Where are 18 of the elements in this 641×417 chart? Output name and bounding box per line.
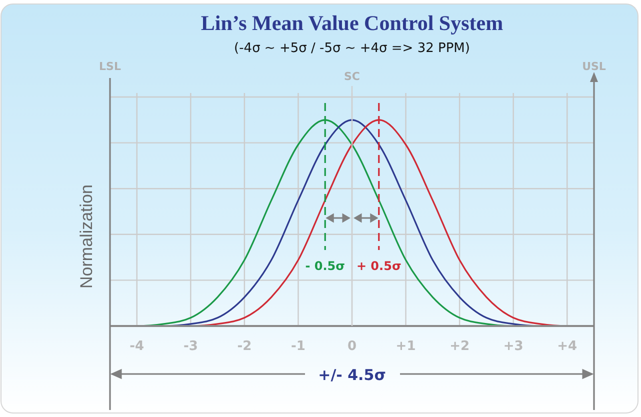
chart-subtitle: (-4σ ~ +5σ / -5σ ~ +4σ => 32 PPM) <box>234 41 470 56</box>
x-tick-label: 0 <box>347 339 357 354</box>
x-tick-label: -4 <box>130 339 144 354</box>
text: +/- 4.5σ <box>318 366 386 384</box>
ref-line-label: SC <box>344 70 360 83</box>
y-axis-title: Normalization <box>77 184 96 288</box>
x-tick-label: -3 <box>183 339 198 354</box>
x-tick-label: +4 <box>557 339 578 354</box>
x-tick-label: -2 <box>237 339 252 354</box>
ref-line-label: LSL <box>99 60 121 73</box>
x-tick-label: +2 <box>450 339 470 354</box>
ref-line-label: + 0.5σ <box>356 259 402 273</box>
ref-line-label: - 0.5σ <box>305 259 345 273</box>
x-tick-label: +1 <box>396 339 416 354</box>
ref-line-label: USL <box>582 60 606 73</box>
chart-title: Lin’s Mean Value Control System <box>200 11 504 35</box>
x-tick-label: -1 <box>290 339 306 354</box>
x-tick-label: +3 <box>503 339 524 354</box>
